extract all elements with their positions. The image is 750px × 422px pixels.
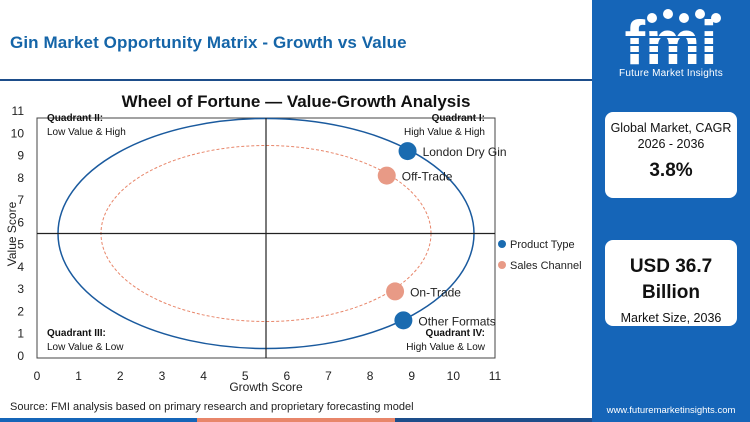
cagr-label: Global Market, CAGR 2026 - 2036 (610, 121, 732, 151)
x-tick-label: 9 (408, 369, 415, 383)
point-label: Off-Trade (402, 170, 453, 184)
y-tick-label: 0 (17, 349, 24, 363)
source-note: Source: FMI analysis based on primary re… (10, 401, 414, 413)
quadrant-title: Quadrant II: (47, 113, 103, 124)
x-tick-label: 8 (367, 369, 374, 383)
x-tick-label: 0 (34, 369, 41, 383)
legend-marker (498, 261, 506, 269)
sidebar: fmi Future Market Insights (592, 0, 750, 422)
quadrant-description: High Value & High (404, 127, 485, 138)
quadrant-title: Quadrant I: (432, 113, 485, 124)
x-tick-label: 2 (117, 369, 124, 383)
chart-title: Wheel of Fortune — Value-Growth Analysis (121, 92, 471, 111)
page-title: Gin Market Opportunity Matrix - Growth v… (10, 33, 407, 52)
logo-dot-icon (647, 13, 657, 23)
data-point (377, 166, 396, 185)
x-tick-label: 1 (75, 369, 82, 383)
opportunity-matrix-chart: 0 1 2 3 4 5 6 7 8 9 10 11 0 1 2 3 4 5 6 7 8 9 10 11 Growth Score… (5, 104, 582, 394)
y-tick-label: 10 (11, 126, 25, 140)
y-tick-label: 1 (17, 327, 24, 341)
fmi-logo: fmi (612, 9, 732, 78)
y-tick-label: 9 (17, 149, 24, 163)
x-axis-label: Growth Score (229, 380, 303, 394)
legend-marker (498, 240, 506, 248)
quadrant-title: Quadrant III: (47, 328, 106, 339)
market-size-value-line1: USD 36.7 (629, 256, 713, 277)
quadrant-description: High Value & Low (406, 342, 486, 353)
y-tick-label: 8 (17, 171, 24, 185)
x-tick-label: 6 (283, 369, 290, 383)
logo-wordmark: fmi (625, 9, 718, 78)
market-size-card: USD 36.7 Billion Market Size, 2036 (605, 240, 737, 326)
x-tick-label: 4 (200, 369, 207, 383)
y-tick-label: 11 (12, 104, 25, 118)
point-label: London Dry Gin (423, 145, 507, 159)
y-tick-label: 6 (17, 215, 24, 229)
y-tick-label: 7 (17, 193, 24, 207)
logo-dot-icon (663, 9, 673, 19)
market-size-value-line2: Billion (641, 282, 701, 303)
y-tick-label: 3 (17, 282, 24, 296)
market-size-label: Market Size, 2036 (620, 311, 722, 325)
y-tick-label: 2 (17, 304, 24, 318)
data-point (398, 142, 417, 161)
cagr-card: Global Market, CAGR 2026 - 2036 3.8% (605, 112, 737, 198)
x-tick-label: 11 (489, 369, 502, 383)
x-tick-label: 5 (242, 369, 249, 383)
data-point (386, 282, 405, 301)
logo-dot-icon (711, 13, 721, 23)
x-tick-label: 7 (325, 369, 332, 383)
data-point (394, 311, 413, 330)
y-tick-label: 5 (17, 238, 24, 252)
logo-dot-icon (695, 9, 705, 19)
point-label: On-Trade (410, 285, 461, 299)
cagr-value: 3.8% (649, 160, 693, 181)
x-tick-label: 10 (447, 369, 461, 383)
quadrant-description: Low Value & High (47, 127, 126, 138)
y-tick-label: 4 (17, 260, 24, 274)
legend-label: Product Type (510, 239, 575, 251)
quadrant-description: Low Value & Low (47, 342, 124, 353)
y-axis-label: Value Score (5, 201, 19, 266)
legend-label: Sales Channel (510, 260, 582, 272)
bottom-accent-bar (0, 418, 592, 422)
point-label: Other Formats (418, 314, 495, 328)
website-link[interactable]: www.futuremarketinsights.com (606, 405, 736, 416)
title-divider (0, 79, 592, 81)
x-tick-label: 3 (159, 369, 166, 383)
quadrant-title: Quadrant IV: (426, 328, 485, 339)
logo-tagline: Future Market Insights (619, 68, 723, 79)
logo-dot-icon (679, 13, 689, 23)
